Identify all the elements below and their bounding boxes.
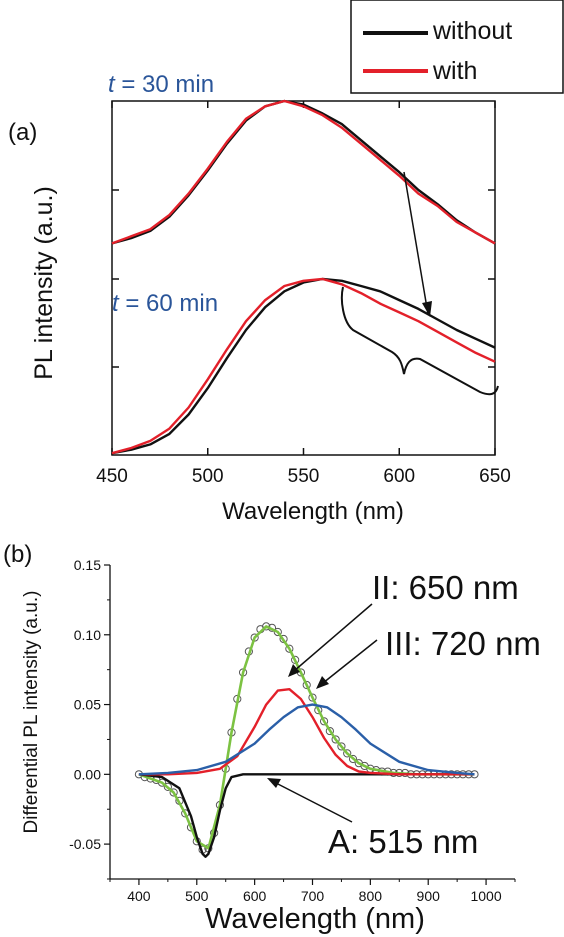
data-point bbox=[163, 782, 172, 791]
annotation-III: III: 720 nm bbox=[385, 625, 541, 662]
panel-a-x-axis-label: Wavelength (nm) bbox=[222, 498, 404, 525]
panel-b-y-tick-label: 0.00 bbox=[74, 766, 101, 782]
data-point bbox=[273, 627, 282, 637]
arrow-A-head bbox=[267, 778, 281, 788]
data-point bbox=[348, 754, 358, 764]
data-point bbox=[319, 717, 329, 726]
panel-b-y-tick-label: 0.10 bbox=[74, 627, 101, 643]
arrow-A bbox=[273, 781, 353, 823]
panel-b-x-tick-label: 900 bbox=[417, 888, 441, 904]
data-point bbox=[169, 788, 178, 797]
panel-b-y-axis-label: Differential PL intensity (a.u.) bbox=[21, 591, 42, 834]
panel-b-x-tick-label: 400 bbox=[127, 888, 151, 904]
group-label-60min-rest: = 60 min bbox=[119, 290, 218, 317]
panel-b-y-tick-label: 0.05 bbox=[74, 697, 101, 713]
group-label-60min: t = 60 min bbox=[112, 290, 218, 317]
panel-b-y-tick-label: 0.15 bbox=[74, 557, 101, 573]
panel-b-label: (b) bbox=[3, 541, 32, 568]
data-point bbox=[285, 644, 294, 653]
annotation-II: II: 650 nm bbox=[372, 569, 519, 606]
group-label-60min-var: t bbox=[112, 290, 120, 317]
arrow-III-head bbox=[316, 676, 329, 689]
panel-a-label: (a) bbox=[8, 119, 37, 146]
panel-b-x-tick-label: 500 bbox=[185, 888, 209, 904]
series-line-30min-with bbox=[111, 99, 496, 245]
group-label-30min-var: t bbox=[108, 71, 116, 98]
series-line-60min-without bbox=[111, 277, 496, 455]
legend: without with bbox=[350, 0, 564, 94]
arrow-II-head bbox=[288, 664, 300, 677]
data-point bbox=[325, 726, 334, 736]
panel-b-x-tick-label: 800 bbox=[359, 888, 383, 904]
data-point bbox=[302, 680, 311, 690]
panel-a: (a) PL intensity (a.u.) 450 500 550 600 650 … bbox=[8, 0, 564, 525]
panel-a-plot-area: 450 500 550 600 650 bbox=[96, 99, 511, 487]
series-line-fit bbox=[138, 625, 475, 850]
arrow-III bbox=[322, 639, 378, 684]
panel-a-x-tick-label: 550 bbox=[288, 466, 320, 487]
data-point bbox=[262, 622, 271, 631]
difference-arrow bbox=[403, 171, 429, 315]
panel-a-y-axis-label: PL intensity (a.u.) bbox=[30, 186, 58, 380]
legend-label-without: without bbox=[432, 17, 512, 45]
series-line-iii bbox=[138, 703, 475, 776]
panel-b-x-tick-label: 1000 bbox=[470, 888, 501, 904]
panel-a-x-tick-label: 600 bbox=[383, 466, 415, 487]
data-point bbox=[343, 749, 352, 758]
series-line-30min-without bbox=[111, 99, 496, 245]
difference-arrow-head bbox=[422, 301, 432, 317]
panel-b-x-tick-label: 700 bbox=[301, 888, 325, 904]
panel-a-frame bbox=[111, 100, 496, 456]
difference-brace bbox=[340, 286, 499, 396]
series-line-ii bbox=[138, 688, 475, 776]
panel-b-plot-area: -0.05 0.00 0.05 0.10 0.15 400 500 600 700 800 900 1… bbox=[69, 557, 516, 904]
data-point bbox=[308, 693, 317, 702]
legend-label-with: with bbox=[432, 57, 477, 85]
panel-a-x-tick-label: 650 bbox=[479, 466, 511, 487]
group-label-30min-rest: = 30 min bbox=[115, 71, 214, 98]
panel-b-y-tick-label: -0.05 bbox=[69, 836, 101, 852]
annotation-A: A: 515 nm bbox=[328, 823, 478, 860]
panel-a-x-tick-label: 500 bbox=[192, 466, 224, 487]
series-line-60min-with bbox=[111, 277, 496, 455]
data-point bbox=[337, 742, 346, 751]
panel-b-x-axis-label: Wavelength (nm) bbox=[205, 903, 425, 935]
panel-b-x-tick-label: 600 bbox=[243, 888, 267, 904]
series-line-a bbox=[138, 773, 475, 858]
data-point bbox=[331, 735, 340, 744]
group-label-30min: t = 30 min bbox=[108, 71, 214, 98]
panel-b: (b) Differential PL intensity (a.u.) -0.… bbox=[3, 541, 541, 935]
panel-a-x-tick-label: 450 bbox=[96, 466, 128, 487]
legend-box bbox=[350, 0, 564, 94]
arrow-II bbox=[293, 603, 373, 672]
